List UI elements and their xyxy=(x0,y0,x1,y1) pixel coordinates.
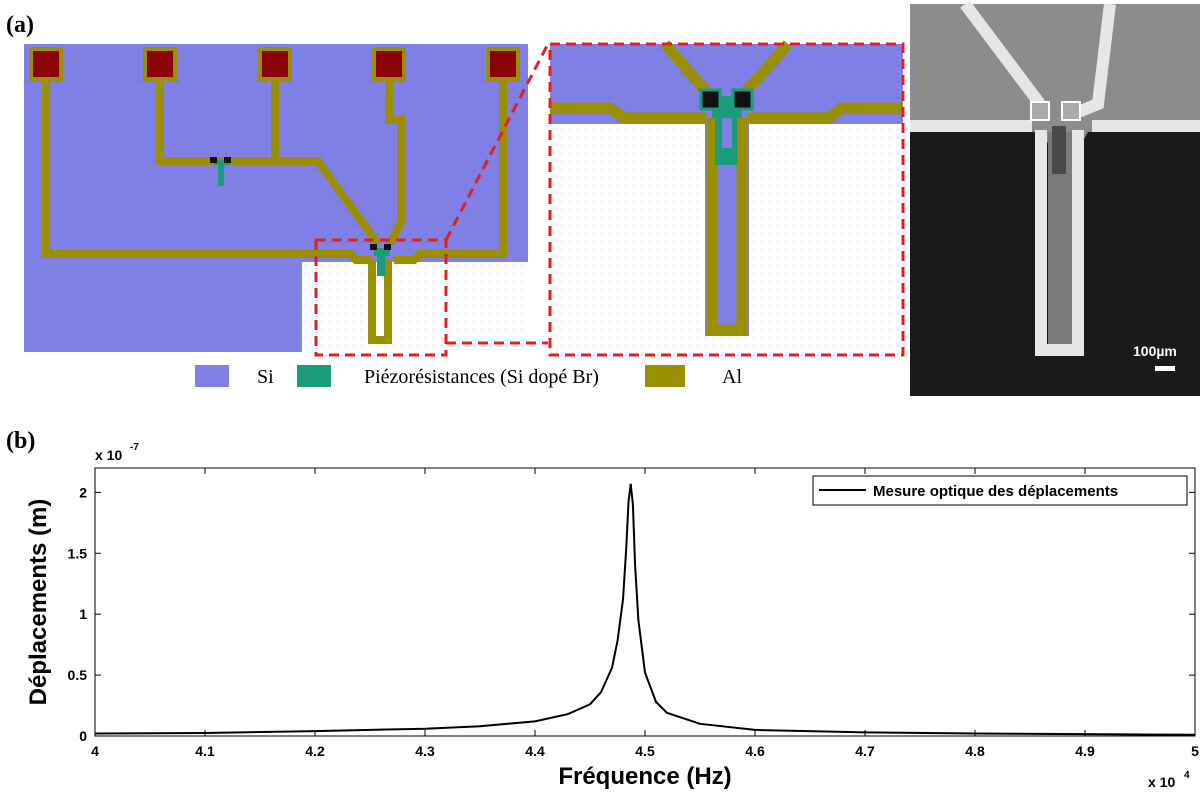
x-tick-label: 4.1 xyxy=(195,743,215,759)
y-axis-label: Déplacements (m) xyxy=(25,499,52,706)
x-tick-label: 4.7 xyxy=(855,743,875,759)
y-axis: 0 0.5 1 1.5 2 xyxy=(68,484,1195,744)
x-tick-label: 5 xyxy=(1191,743,1199,759)
zoom-box-small xyxy=(314,238,448,357)
x-tick-label: 4.4 xyxy=(525,743,545,759)
chip-layout xyxy=(24,44,528,357)
y-tick-label: 1 xyxy=(79,606,87,622)
legend-box xyxy=(812,475,1188,506)
bond-pad xyxy=(258,47,292,81)
y-tick-label: 1.5 xyxy=(68,545,88,561)
x-axis: 4 4.1 4.2 4.3 4.4 4.5 4.6 4.7 4.8 4.9 5 xyxy=(91,468,1199,759)
svg-text:-7: -7 xyxy=(130,442,139,453)
x-tick-label: 4.3 xyxy=(415,743,435,759)
legend-series-label: Mesure optique des déplacements xyxy=(873,483,1118,500)
reference-piezoresistor xyxy=(210,157,231,186)
bond-pad xyxy=(372,47,406,81)
material-legend: Si Piézorésistances (Si dopé Br) Al xyxy=(195,365,742,388)
panel-a: (a) xyxy=(6,0,1200,396)
x-tick-label: 4.9 xyxy=(1075,743,1095,759)
zoomed-layout xyxy=(548,40,905,357)
legend-label-si: Si xyxy=(257,366,274,388)
legend-swatch-si xyxy=(195,365,229,387)
series-line-optical-displacement xyxy=(94,483,1196,736)
panel-b-label: (b) xyxy=(6,428,35,454)
bond-pad xyxy=(143,47,177,81)
x-tick-label: 4.8 xyxy=(965,743,985,759)
x-multiplier: x 10 4 xyxy=(1148,770,1190,790)
legend-label-piezo: Piézorésistances (Si dopé Br) xyxy=(364,366,599,388)
x-axis-label: Fréquence (Hz) xyxy=(558,763,731,790)
etched-cavity xyxy=(302,262,528,354)
svg-text:x 10: x 10 xyxy=(1148,774,1175,790)
y-multiplier: x 10 -7 xyxy=(95,442,139,463)
x-tick-label: 4.2 xyxy=(305,743,325,759)
bond-pad xyxy=(29,47,63,81)
legend-swatch-al xyxy=(645,365,685,387)
scale-bar xyxy=(1155,366,1175,371)
svg-text:x 10: x 10 xyxy=(95,447,122,463)
zoom-box-large xyxy=(548,42,905,357)
x-tick-label: 4.5 xyxy=(635,743,655,759)
panel-a-label: (a) xyxy=(6,12,34,38)
y-tick-label: 0.5 xyxy=(68,667,88,683)
plot-area xyxy=(94,467,1196,737)
x-tick-label: 4.6 xyxy=(745,743,765,759)
y-tick-label: 2 xyxy=(79,484,87,500)
scale-bar-label: 100µm xyxy=(1133,343,1177,359)
bond-pad xyxy=(486,47,520,81)
svg-text:4: 4 xyxy=(1184,770,1190,781)
bond-pads xyxy=(29,47,520,81)
legend-swatch-piezo xyxy=(297,365,331,387)
y-tick-label: 0 xyxy=(79,728,87,744)
x-tick-label: 4 xyxy=(91,743,99,759)
legend-label-al: Al xyxy=(722,366,742,388)
sem-micrograph: 100µm xyxy=(910,0,1200,396)
chart-legend: Mesure optique des déplacements xyxy=(812,475,1188,506)
zoom-connector xyxy=(444,43,550,241)
si-substrate-lower xyxy=(24,262,302,352)
cantilever-piezoresistor xyxy=(370,244,391,276)
panel-b-chart: (b) x 10 -7 0 0.5 1 1.5 2 4 4.1 4.2 4.3 4.4 4.5 4.… xyxy=(6,428,1199,790)
